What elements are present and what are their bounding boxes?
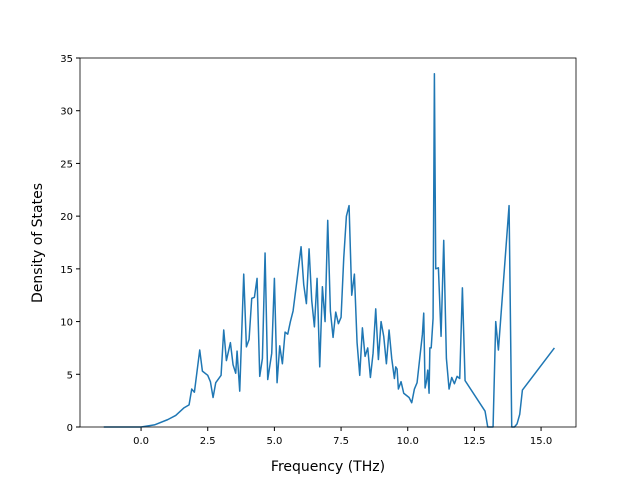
y-tick-label: 25	[60, 159, 73, 170]
x-tick-label: 15.0	[530, 436, 552, 447]
plot-frame	[79, 57, 577, 428]
x-tick-label: 5.0	[266, 436, 282, 447]
x-axis-label: Frequency (THz)	[271, 459, 385, 475]
x-tick-label: 10.0	[397, 436, 419, 447]
y-tick-label: 30	[60, 107, 73, 118]
x-tick-label: 0.0	[133, 436, 149, 447]
y-axis-label: Density of States	[30, 183, 46, 303]
y-tick-label: 10	[60, 318, 73, 329]
data-line	[103, 73, 555, 428]
y-tick-label: 15	[60, 265, 73, 276]
x-tick-label: 12.5	[463, 436, 485, 447]
y-tick-label: 35	[60, 54, 73, 65]
y-tick-label: 0	[67, 423, 73, 434]
y-tick-label: 5	[67, 370, 73, 381]
x-tick-label: 7.5	[333, 436, 349, 447]
y-tick-label: 20	[60, 212, 73, 223]
x-tick-label: 2.5	[200, 436, 216, 447]
